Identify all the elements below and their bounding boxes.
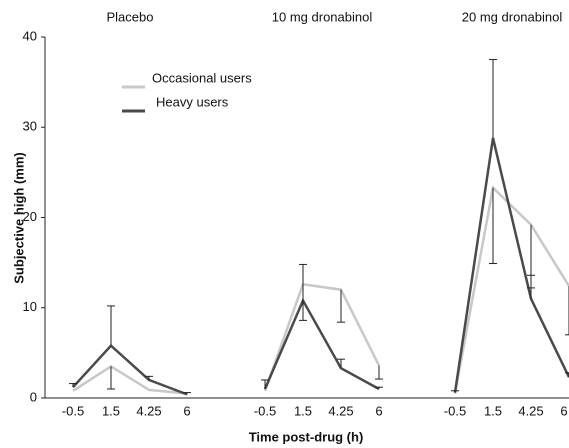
x-tick-label: 6	[375, 403, 382, 418]
series-line	[453, 137, 569, 393]
x-tick-label: 1.5	[294, 403, 312, 418]
y-tick-label: 10	[23, 299, 37, 314]
x-tick-label: 1.5	[102, 403, 120, 418]
x-tick-label: 4.25	[518, 403, 543, 418]
y-tick-label: 0	[30, 389, 37, 404]
y-tick-label: 20	[23, 209, 37, 224]
x-tick-label: 6	[183, 403, 190, 418]
panel-title: Placebo	[107, 9, 154, 24]
panel-title: 10 mg dronabinol	[272, 9, 373, 24]
y-tick-label: 30	[23, 119, 37, 134]
x-tick-label: 4.25	[328, 403, 353, 418]
panel-title: 20 mg dronabinol	[462, 9, 563, 24]
series-line	[72, 364, 188, 395]
legend-label: Occasional users	[152, 70, 252, 85]
x-tick-label: -0.5	[62, 403, 84, 418]
series-line	[453, 185, 569, 394]
series-line	[263, 297, 380, 391]
y-axis-label: Subjective high (mm)	[11, 152, 26, 283]
x-tick-label: -0.5	[444, 403, 466, 418]
x-tick-label: 1.5	[484, 403, 502, 418]
series-line	[72, 343, 188, 396]
x-tick-label: 4.25	[136, 403, 161, 418]
legend-label: Heavy users	[156, 94, 229, 109]
y-tick-label: 40	[23, 28, 37, 43]
x-axis-label: Time post-drug (h)	[249, 429, 364, 444]
x-tick-label: -0.5	[254, 403, 276, 418]
series-line	[263, 282, 381, 392]
x-tick-label: 6	[560, 403, 567, 418]
